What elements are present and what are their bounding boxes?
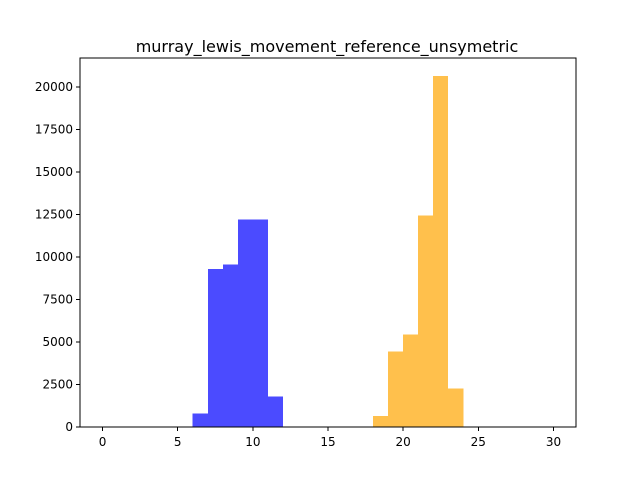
x-tick-label: 0 (99, 435, 107, 449)
y-tick-label: 7500 (42, 292, 73, 306)
y-tick-label: 20000 (35, 80, 73, 94)
bar-series-1-bin-2 (403, 334, 419, 427)
x-tick-label: 20 (396, 435, 411, 449)
y-tick-label: 10000 (35, 250, 73, 264)
y-tick-label: 12500 (35, 207, 73, 221)
y-axis: 0 2500 5000 7500 10000 12500 15000 17500 20000 (35, 80, 80, 434)
plot-frame (79, 57, 577, 428)
y-tick-label: 2500 (42, 377, 73, 391)
bar-series-0-bin-2 (222, 264, 238, 427)
x-tick-label: 30 (546, 435, 561, 449)
y-tick-label: 17500 (35, 122, 73, 136)
y-tick-label: 15000 (35, 165, 73, 179)
bar-series-1-bin-3 (418, 215, 434, 427)
bar-series-0-bin-3 (237, 219, 253, 427)
bar-series-1-bin-4 (433, 75, 449, 427)
bar-series-0-bin-0 (192, 413, 208, 427)
bar-series-0-bin-1 (207, 268, 223, 427)
y-tick-label: 0 (65, 420, 73, 434)
x-axis: 0 5 10 15 20 25 30 (99, 427, 561, 449)
bar-series-1-bin-0 (373, 415, 389, 427)
x-tick-label: 15 (320, 435, 335, 449)
bars-group (192, 75, 464, 427)
chart-title: murray_lewis_movement_reference_unsymetr… (136, 37, 519, 57)
bar-series-1-bin-1 (388, 351, 404, 427)
x-tick-label: 10 (245, 435, 260, 449)
bar-series-0-bin-5 (267, 396, 283, 427)
bar-series-0-bin-4 (252, 219, 268, 427)
bar-series-1-bin-5 (448, 388, 464, 427)
y-tick-label: 5000 (42, 335, 73, 349)
x-tick-label: 25 (471, 435, 486, 449)
x-tick-label: 5 (174, 435, 182, 449)
